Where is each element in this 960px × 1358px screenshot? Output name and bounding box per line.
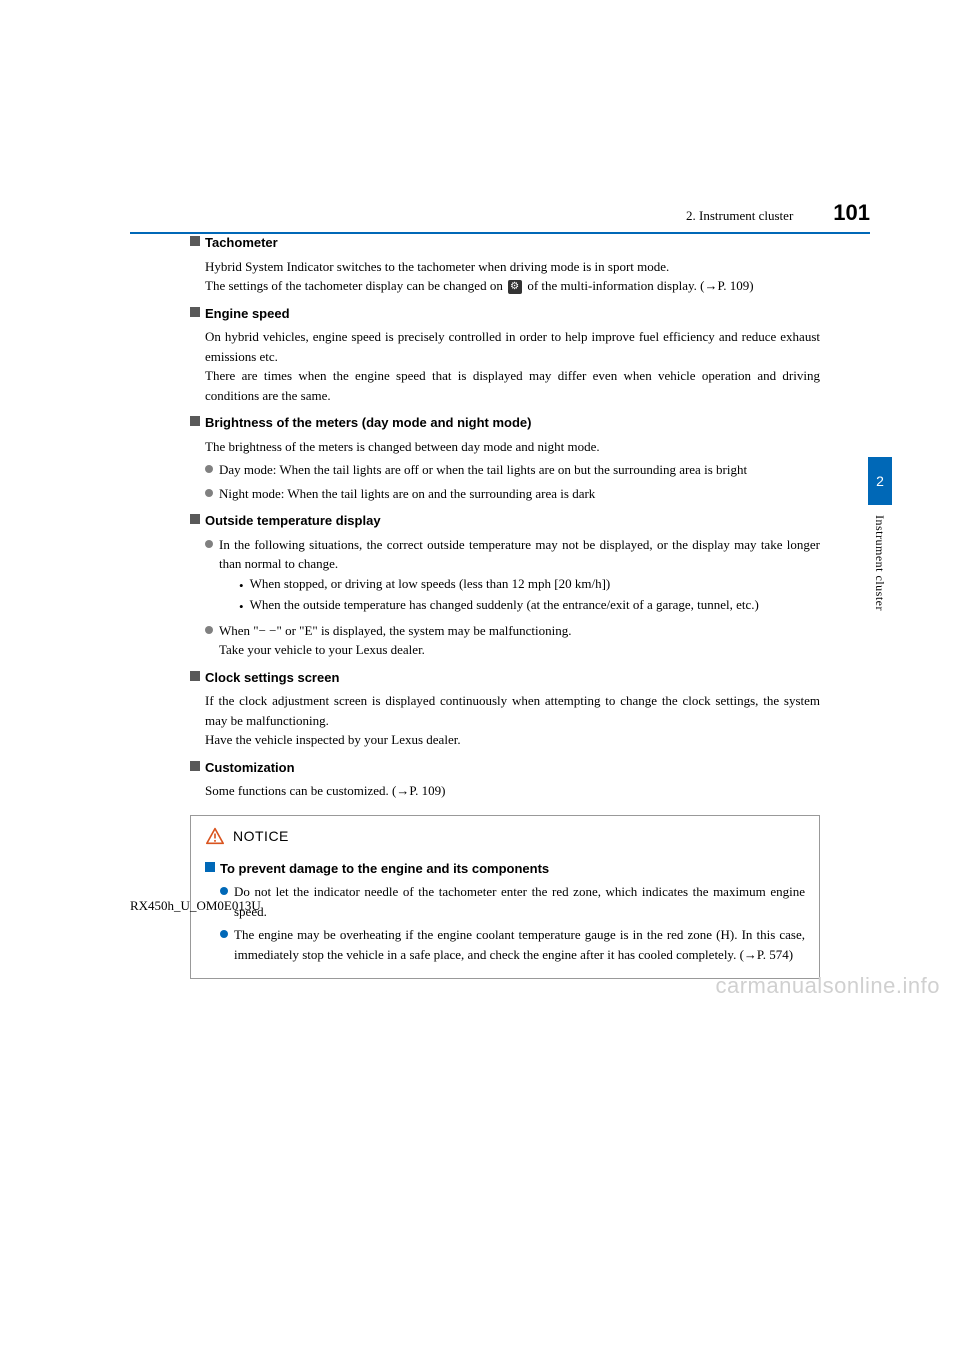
square-bullet-icon [190, 416, 200, 426]
chapter-label: Instrument cluster [868, 505, 891, 621]
notice-body: Do not let the indicator needle of the t… [220, 882, 805, 964]
list-item: Night mode: When the tail lights are on … [205, 484, 820, 504]
bullet-text: In the following situations, the correct… [219, 535, 820, 617]
body-text: Hybrid System Indicator switches to the … [205, 257, 820, 277]
square-bullet-icon [205, 862, 215, 872]
gear-icon [508, 280, 522, 294]
section-body: The brightness of the meters is changed … [205, 437, 820, 504]
round-bullet-icon [205, 465, 213, 473]
bullet-text: When "− −" or "E" is displayed, the syst… [219, 621, 820, 660]
main-content: Tachometer Hybrid System Indicator switc… [190, 233, 820, 979]
section-heading-brightness: Brightness of the meters (day mode and n… [190, 413, 820, 433]
square-bullet-icon [190, 307, 200, 317]
body-text: The settings of the tachometer display c… [205, 276, 820, 296]
arrow-icon: → [704, 278, 717, 293]
section-title: Clock settings screen [205, 668, 339, 688]
side-tab: 2 Instrument cluster [868, 457, 892, 621]
section-heading-tachometer: Tachometer [190, 233, 820, 253]
notice-box: NOTICE To prevent damage to the engine a… [190, 815, 820, 980]
section-body: Some functions can be customized. (→P. 1… [205, 781, 820, 801]
square-bullet-icon [190, 514, 200, 524]
round-bullet-icon [220, 887, 228, 895]
section-heading-engine-speed: Engine speed [190, 304, 820, 324]
list-item: Do not let the indicator needle of the t… [220, 882, 805, 921]
round-bullet-icon [205, 626, 213, 634]
section-heading-customization: Customization [190, 758, 820, 778]
footer-code: RX450h_U_OM0E013U [130, 898, 261, 914]
section-heading-outside-temp: Outside temperature display [190, 511, 820, 531]
dot-bullet-icon: • [239, 597, 244, 617]
header-section-title: 2. Instrument cluster [686, 208, 793, 224]
section-title: Outside temperature display [205, 511, 381, 531]
document-page: 2. Instrument cluster 101 Tachometer Hyb… [0, 0, 960, 1019]
section-title: Brightness of the meters (day mode and n… [205, 413, 531, 433]
notice-heading: To prevent damage to the engine and its … [205, 859, 805, 879]
section-body: If the clock adjustment screen is displa… [205, 691, 820, 750]
section-title: Tachometer [205, 233, 278, 253]
list-item: Day mode: When the tail lights are off o… [205, 460, 820, 480]
dot-bullet-icon: • [239, 576, 244, 596]
bullet-text: Day mode: When the tail lights are off o… [219, 460, 820, 480]
section-body: On hybrid vehicles, engine speed is prec… [205, 327, 820, 405]
arrow-icon: → [744, 947, 757, 962]
section-body: Hybrid System Indicator switches to the … [205, 257, 820, 296]
square-bullet-icon [190, 236, 200, 246]
list-item: In the following situations, the correct… [205, 535, 820, 617]
square-bullet-icon [190, 671, 200, 681]
watermark: carmanualsonline.info [715, 973, 940, 999]
sub-list-item: • When the outside temperature has chang… [239, 595, 820, 617]
chapter-number: 2 [868, 457, 892, 505]
round-bullet-icon [205, 489, 213, 497]
bullet-text: Do not let the indicator needle of the t… [234, 882, 805, 921]
sub-list-item: • When stopped, or driving at low speeds… [239, 574, 820, 596]
list-item: When "− −" or "E" is displayed, the syst… [205, 621, 820, 660]
bullet-text: The engine may be overheating if the eng… [234, 925, 805, 964]
section-title: Customization [205, 758, 295, 778]
notice-header: NOTICE [205, 826, 805, 847]
round-bullet-icon [220, 930, 228, 938]
section-body: In the following situations, the correct… [205, 535, 820, 660]
list-item: The engine may be overheating if the eng… [220, 925, 805, 964]
page-number: 101 [833, 200, 870, 226]
square-bullet-icon [190, 761, 200, 771]
notice-title: To prevent damage to the engine and its … [220, 859, 549, 879]
page-header: 2. Instrument cluster 101 [130, 200, 870, 234]
arrow-icon: → [396, 783, 409, 798]
round-bullet-icon [205, 540, 213, 548]
body-text: The brightness of the meters is changed … [205, 437, 820, 457]
bullet-text: Night mode: When the tail lights are on … [219, 484, 820, 504]
section-heading-clock: Clock settings screen [190, 668, 820, 688]
section-title: Engine speed [205, 304, 290, 324]
warning-icon [205, 827, 225, 845]
notice-label: NOTICE [233, 826, 289, 847]
